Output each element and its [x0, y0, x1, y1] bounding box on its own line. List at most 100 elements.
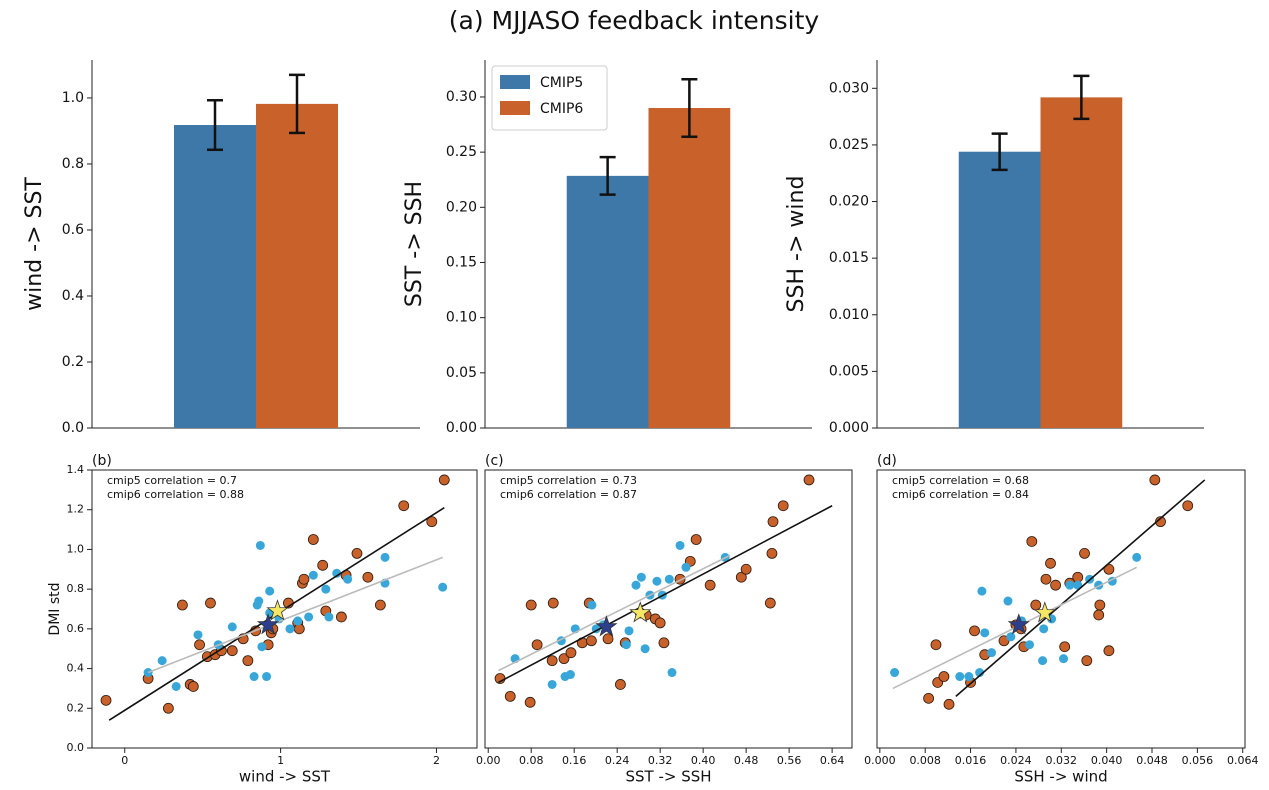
point [262, 672, 272, 682]
point [803, 474, 815, 486]
y-tick-label: 0.8 [67, 582, 85, 595]
point [1026, 536, 1038, 547]
point [690, 534, 702, 545]
x-tick-label: 2 [433, 754, 440, 767]
plot-frame [91, 469, 478, 749]
point [1039, 624, 1049, 634]
point [438, 474, 450, 486]
point [1079, 548, 1090, 559]
mean-star [595, 615, 618, 637]
point [504, 690, 516, 702]
x-tick-label: 0.16 [562, 754, 587, 767]
point [704, 579, 716, 591]
point [930, 639, 942, 651]
point [767, 516, 779, 528]
x-axis-label: SSH -> wind [1014, 768, 1107, 786]
x-tick-label: 0.024 [1000, 754, 1032, 767]
point [1155, 516, 1166, 528]
point [531, 639, 543, 651]
point [380, 552, 390, 562]
y-tick-label: 0.6 [62, 222, 84, 238]
point [193, 630, 203, 640]
y-axis-label: SST -> SSH [402, 181, 427, 307]
point [226, 645, 238, 657]
y-tick-label: 0.005 [829, 363, 869, 379]
x-axis-label: SST -> SSH [625, 768, 711, 786]
y-tick-label: 1.2 [67, 503, 85, 516]
point [969, 625, 980, 637]
point [293, 616, 303, 626]
bar [648, 108, 731, 428]
point [1132, 552, 1142, 562]
point [740, 563, 752, 575]
point [242, 655, 254, 667]
bar [1040, 97, 1123, 429]
point [304, 612, 314, 622]
point [1025, 640, 1035, 650]
point [177, 599, 188, 611]
y-tick-label: 0.15 [446, 254, 477, 270]
point [426, 516, 438, 528]
x-tick-label: 0.000 [864, 754, 896, 767]
legend-label: CMIP5 [540, 75, 583, 91]
x-tick-label: 0.40 [691, 754, 716, 767]
x-tick-label: 0.64 [820, 754, 845, 767]
point [1059, 641, 1071, 653]
point [194, 639, 205, 651]
point [187, 681, 199, 692]
y-axis-label: wind -> SST [22, 177, 47, 311]
y-tick-label: 0.00 [446, 420, 477, 436]
point [923, 692, 934, 704]
point [664, 574, 674, 584]
point [1149, 474, 1161, 486]
point [1030, 599, 1042, 611]
point [1003, 596, 1013, 606]
point [585, 635, 597, 647]
point [658, 637, 670, 649]
figure-title: (a) MJJASO feedback intensity [449, 6, 820, 35]
plot-frame [876, 469, 1246, 749]
y-tick-label: 0.05 [446, 365, 477, 381]
point [558, 653, 570, 665]
point [547, 679, 557, 689]
point [1065, 580, 1075, 590]
x-tick-label: 0.032 [1046, 754, 1078, 767]
point [547, 597, 559, 609]
mean-star [1033, 601, 1056, 623]
x-tick-label: 0.056 [1182, 754, 1214, 767]
point [565, 670, 575, 680]
point [1059, 654, 1069, 664]
point [227, 622, 237, 632]
point [157, 656, 167, 666]
x-tick-label: 0.064 [1227, 754, 1259, 767]
error-bar [1073, 74, 1090, 121]
point [254, 596, 264, 606]
y-tick-label: 0.010 [829, 307, 869, 323]
point [524, 696, 536, 708]
point [602, 633, 614, 645]
y-tick-label: 0.000 [829, 420, 869, 436]
point [205, 597, 216, 609]
fit-line [498, 554, 731, 672]
point [1038, 656, 1048, 666]
point [324, 612, 334, 622]
x-tick-label: 0.00 [476, 754, 501, 767]
legend-swatch [500, 101, 530, 115]
point [565, 647, 577, 659]
point [298, 573, 310, 585]
x-tick-label: 0.040 [1091, 754, 1123, 767]
y-tick-label: 0.0 [62, 420, 84, 436]
y-tick-label: 0.2 [62, 354, 84, 370]
point [546, 655, 558, 667]
point [1040, 573, 1052, 585]
panel-label: (c) [485, 453, 504, 469]
mean-star [266, 599, 289, 621]
fit-line [498, 505, 833, 684]
legend-swatch [500, 75, 530, 89]
point [654, 617, 666, 629]
point [308, 570, 318, 580]
x-tick-label: 0.08 [519, 754, 544, 767]
y-axis-label: DMI std [47, 582, 63, 635]
fit-line [147, 556, 443, 674]
point [293, 623, 305, 635]
